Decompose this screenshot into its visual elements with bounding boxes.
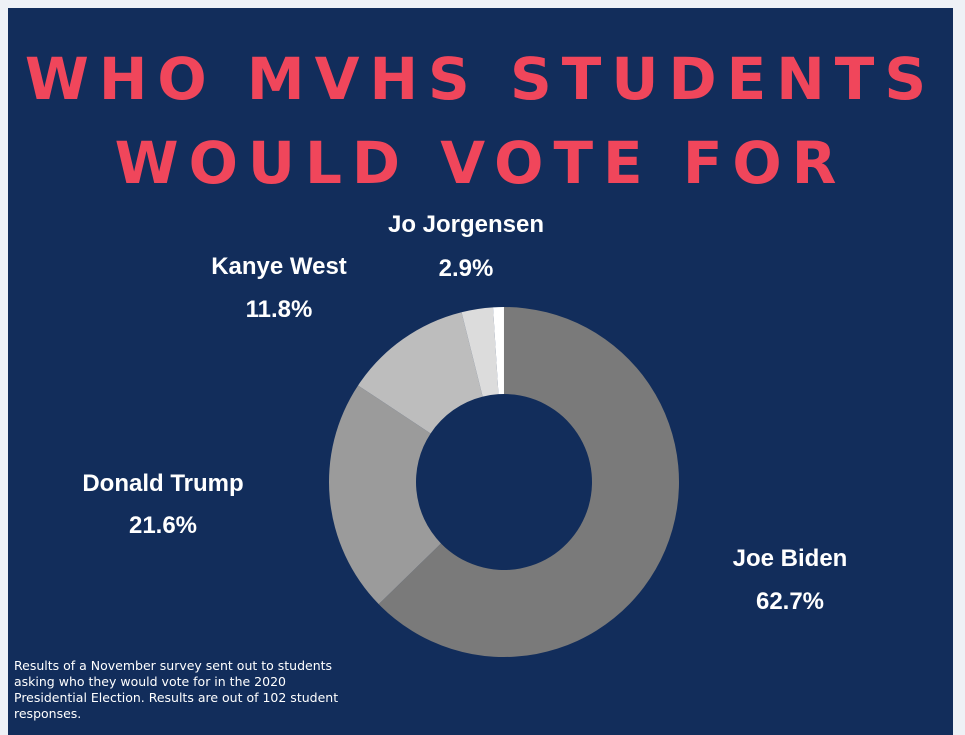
slice-jo-jorgensen — [461, 307, 499, 397]
label-jo-jorgensen-value: 2.9% — [439, 255, 494, 282]
slice-kanye-west — [358, 312, 483, 434]
donut-slices — [329, 307, 679, 658]
label-kanye-west-name: Kanye West — [211, 253, 347, 280]
label-kanye-west-value: 11.8% — [246, 296, 313, 323]
slice-remainder — [493, 307, 504, 395]
label-joe-biden-value: 62.7% — [756, 588, 824, 615]
label-joe-biden-name: Joe Biden — [733, 545, 848, 572]
label-donald-trump-name: Donald Trump — [82, 470, 243, 497]
slice-donald-trump — [329, 385, 441, 605]
survey-footnote: Results of a November survey sent out to… — [14, 658, 339, 721]
label-donald-trump-value: 21.6% — [129, 512, 197, 539]
donut-chart: Jo Jorgensen 2.9% Kanye West 11.8% Donal… — [82, 211, 847, 658]
slice-joe-biden — [378, 307, 679, 658]
slice-labels: Jo Jorgensen 2.9% Kanye West 11.8% Donal… — [82, 211, 847, 615]
label-jo-jorgensen-name: Jo Jorgensen — [388, 211, 544, 238]
infographic-panel: WHO MVHS STUDENTS WOULD VOTE FOR Jo Jorg… — [8, 8, 953, 735]
chart-title-line-2: WOULD VOTE FOR — [114, 129, 847, 197]
chart-title-line-1: WHO MVHS STUDENTS — [24, 45, 937, 113]
